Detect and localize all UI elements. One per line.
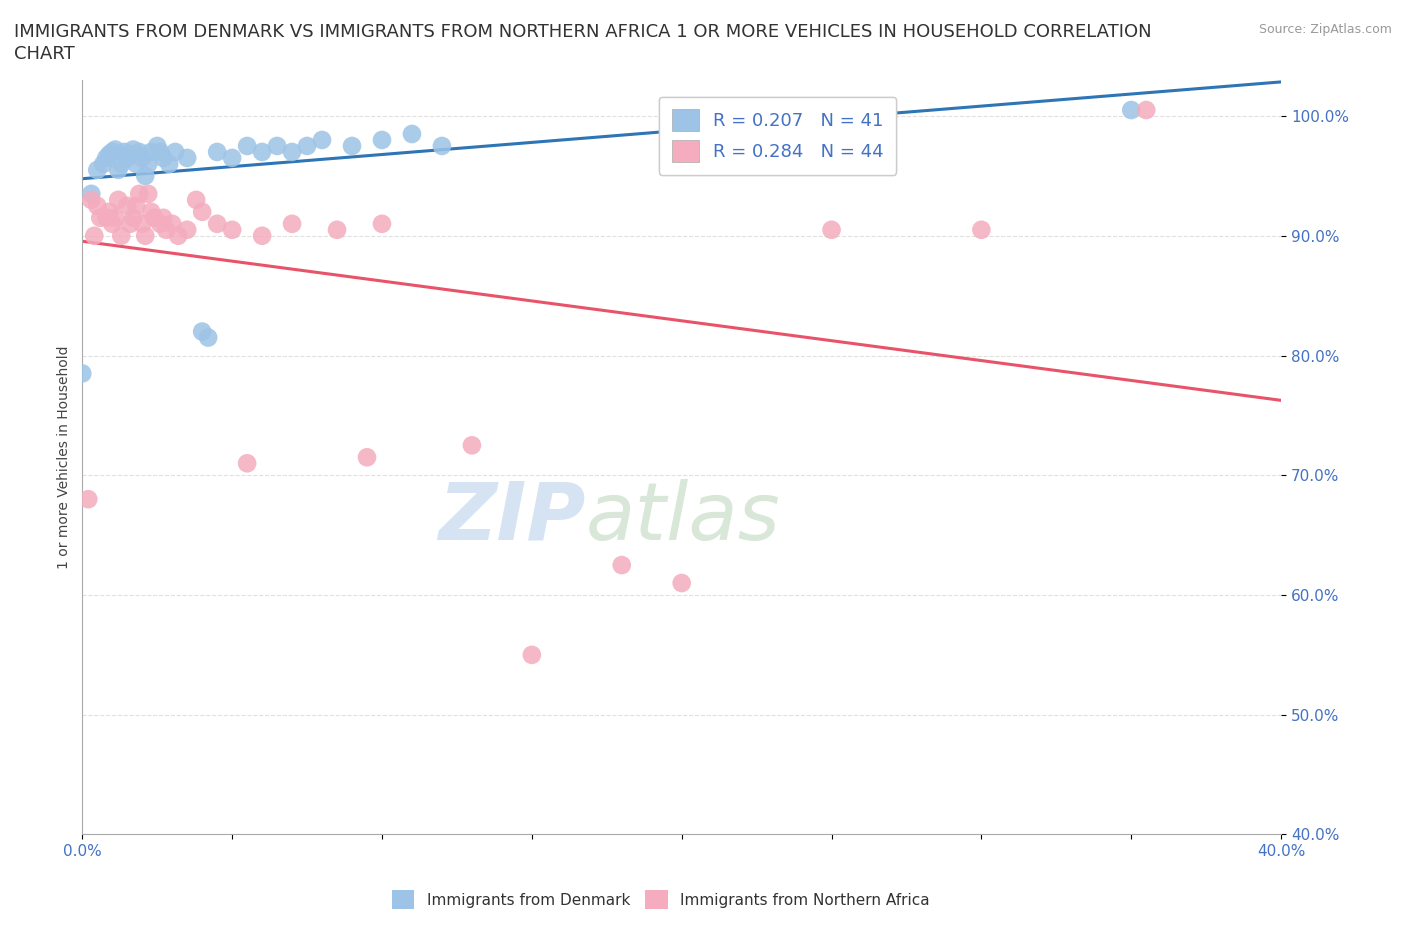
- Point: [83, 229, 105, 244]
- Point: [820, 222, 842, 237]
- Point: [165, 144, 187, 159]
- Point: [104, 142, 127, 157]
- Point: [96, 210, 118, 225]
- Text: IMMIGRANTS FROM DENMARK VS IMMIGRANTS FROM NORTHERN AFRICA 1 OR MORE VEHICLES IN: IMMIGRANTS FROM DENMARK VS IMMIGRANTS FR…: [14, 23, 1152, 41]
- Point: [91, 156, 114, 171]
- Point: [311, 133, 333, 148]
- Legend: R = 0.207   N = 41, R = 0.284   N = 44: R = 0.207 N = 41, R = 0.284 N = 44: [659, 97, 896, 175]
- Text: ZIP: ZIP: [439, 479, 586, 557]
- Point: [186, 193, 208, 207]
- Point: [101, 144, 124, 159]
- Point: [1135, 102, 1157, 117]
- Point: [134, 168, 156, 183]
- Point: [141, 144, 163, 159]
- Point: [141, 205, 163, 219]
- Point: [110, 156, 132, 171]
- Point: [128, 144, 150, 159]
- Point: [89, 210, 111, 225]
- Point: [112, 144, 135, 159]
- Point: [197, 330, 219, 345]
- Point: [86, 198, 108, 213]
- Point: [157, 156, 180, 171]
- Point: [122, 142, 145, 157]
- Point: [125, 198, 148, 213]
- Point: [77, 492, 100, 507]
- Point: [149, 144, 172, 159]
- Point: [250, 229, 273, 244]
- Point: [205, 217, 228, 232]
- Text: Source: ZipAtlas.com: Source: ZipAtlas.com: [1258, 23, 1392, 36]
- Point: [98, 147, 121, 162]
- Point: [155, 222, 177, 237]
- Point: [131, 151, 153, 166]
- Point: [250, 144, 273, 159]
- Point: [117, 198, 139, 213]
- Point: [160, 217, 183, 232]
- Point: [80, 186, 103, 201]
- Point: [117, 151, 139, 166]
- Point: [266, 139, 288, 153]
- Point: [110, 229, 132, 244]
- Text: atlas: atlas: [586, 479, 780, 557]
- Point: [401, 126, 423, 141]
- Point: [152, 151, 174, 166]
- Point: [107, 163, 129, 178]
- Point: [146, 139, 169, 153]
- Point: [107, 193, 129, 207]
- Point: [136, 186, 159, 201]
- Point: [340, 139, 363, 153]
- Point: [191, 325, 214, 339]
- Point: [610, 558, 633, 573]
- Point: [281, 217, 304, 232]
- Point: [356, 450, 378, 465]
- Point: [167, 229, 190, 244]
- Point: [295, 139, 318, 153]
- Point: [671, 576, 693, 591]
- Legend: Immigrants from Denmark, Immigrants from Northern Africa: Immigrants from Denmark, Immigrants from…: [385, 884, 936, 915]
- Point: [120, 147, 142, 162]
- Point: [104, 210, 127, 225]
- Point: [149, 217, 172, 232]
- Point: [134, 229, 156, 244]
- Point: [101, 217, 124, 232]
- Point: [98, 205, 121, 219]
- Point: [371, 217, 394, 232]
- Point: [205, 144, 228, 159]
- Point: [86, 163, 108, 178]
- Point: [1121, 102, 1143, 117]
- Point: [96, 151, 118, 166]
- Point: [176, 222, 198, 237]
- Point: [236, 456, 259, 471]
- Point: [152, 210, 174, 225]
- Point: [430, 139, 453, 153]
- Point: [143, 210, 166, 225]
- Point: [326, 222, 349, 237]
- Point: [122, 210, 145, 225]
- Point: [191, 205, 214, 219]
- Point: [120, 217, 142, 232]
- Point: [80, 193, 103, 207]
- Text: CHART: CHART: [14, 45, 75, 62]
- Point: [520, 647, 543, 662]
- Point: [131, 217, 153, 232]
- Point: [136, 156, 159, 171]
- Point: [176, 151, 198, 166]
- Point: [128, 186, 150, 201]
- Point: [125, 156, 148, 171]
- Y-axis label: 1 or more Vehicles in Household: 1 or more Vehicles in Household: [58, 346, 72, 569]
- Point: [461, 438, 484, 453]
- Point: [72, 366, 94, 381]
- Point: [970, 222, 993, 237]
- Point: [371, 133, 394, 148]
- Point: [236, 139, 259, 153]
- Point: [281, 144, 304, 159]
- Point: [221, 222, 243, 237]
- Point: [221, 151, 243, 166]
